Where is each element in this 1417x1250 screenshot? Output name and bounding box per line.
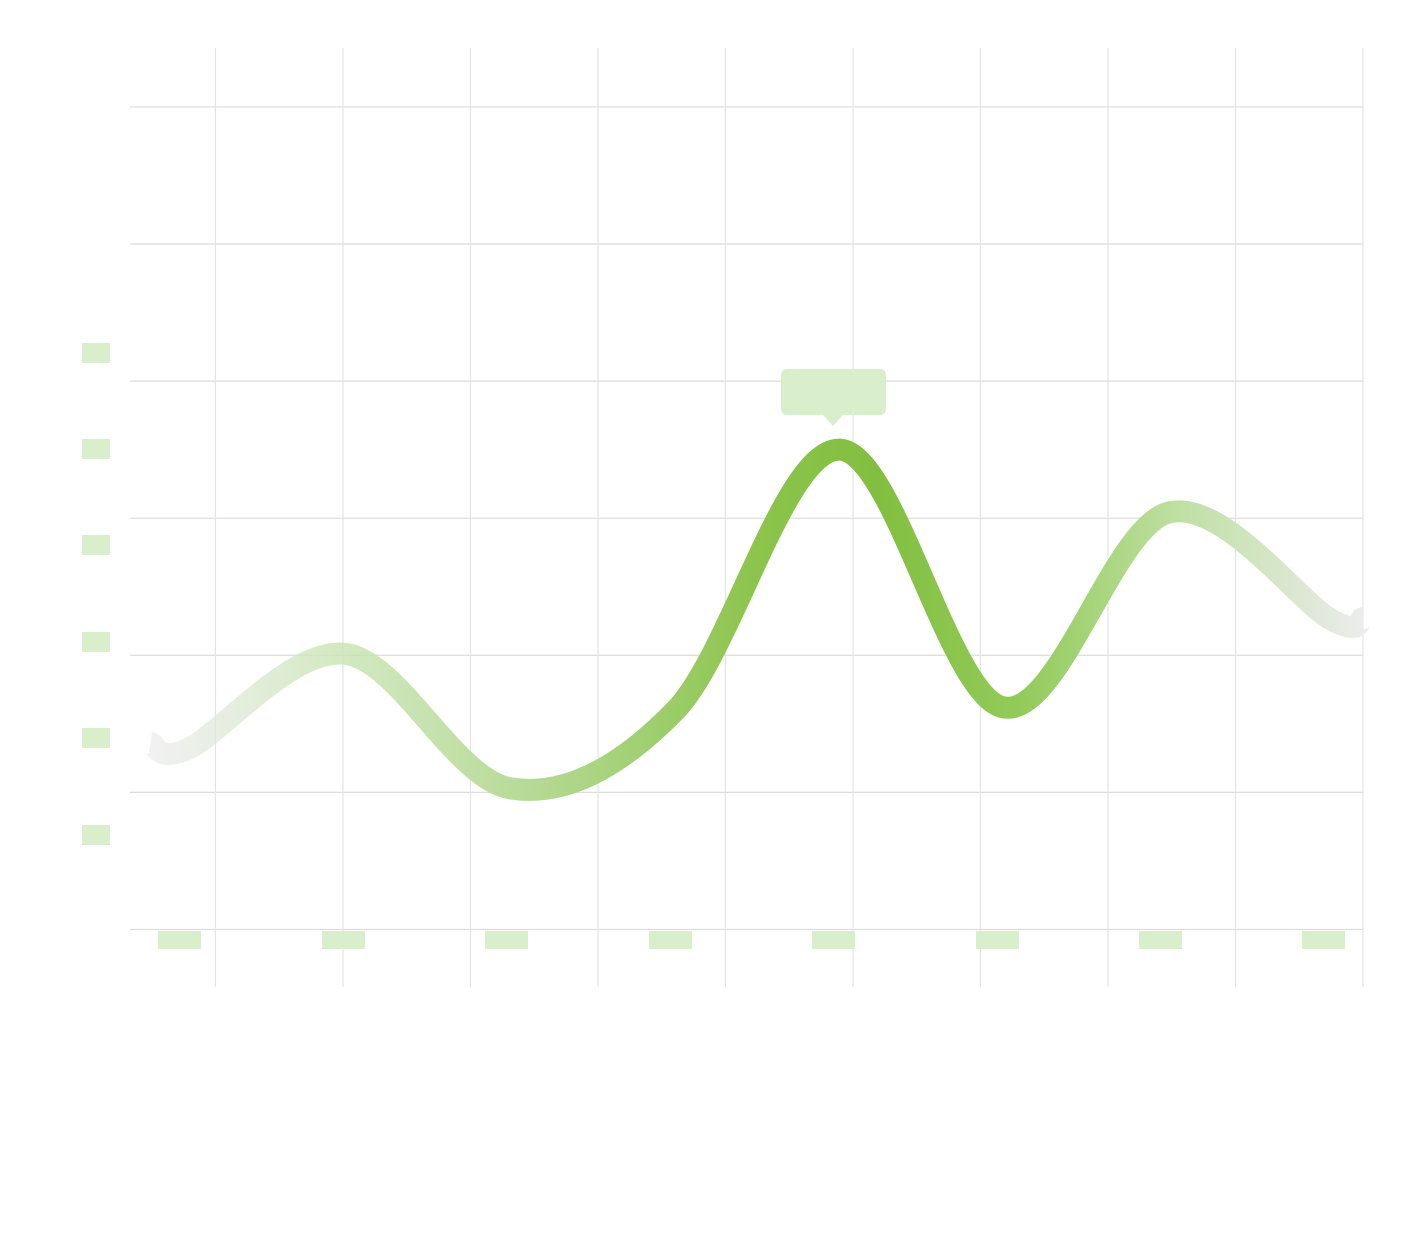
label-placeholder <box>158 931 201 949</box>
label-placeholder <box>976 931 1019 949</box>
label-placeholder <box>485 931 528 949</box>
label-placeholder <box>82 632 110 652</box>
label-placeholder <box>1302 931 1345 949</box>
tooltip-pointer <box>822 414 844 426</box>
data-line <box>144 438 1372 801</box>
plot <box>144 438 1372 801</box>
label-placeholder <box>812 931 855 949</box>
label-placeholder <box>82 343 110 363</box>
label-placeholder <box>649 931 692 949</box>
label-placeholder <box>82 728 110 748</box>
x-label-placeholders <box>158 931 1345 949</box>
label-placeholder <box>82 439 110 459</box>
tooltip <box>781 369 886 426</box>
label-placeholder <box>82 535 110 555</box>
label-placeholder <box>82 825 110 845</box>
label-placeholder <box>322 931 365 949</box>
tooltip-box <box>781 369 886 415</box>
grid <box>130 48 1364 987</box>
label-placeholder <box>1139 931 1182 949</box>
y-label-placeholders <box>82 343 110 845</box>
